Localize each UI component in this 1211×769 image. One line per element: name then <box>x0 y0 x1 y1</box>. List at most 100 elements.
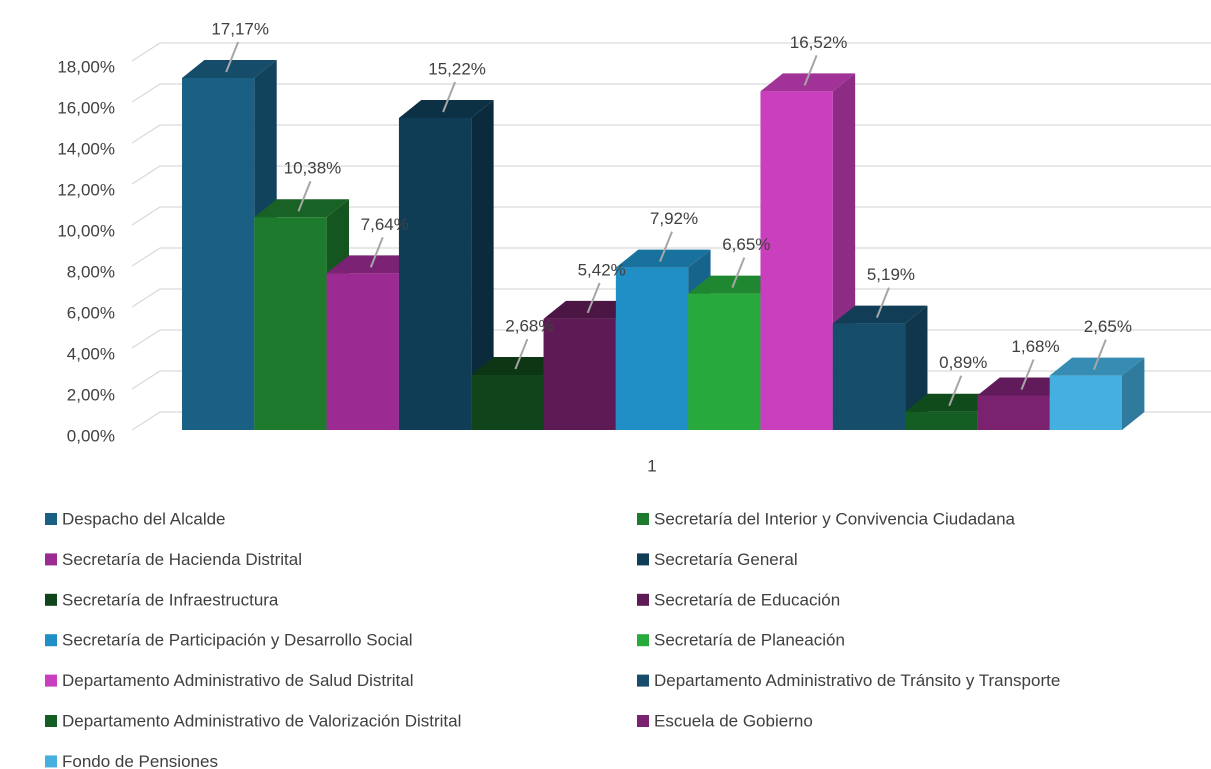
y-tick-label: 8,00% <box>67 262 115 281</box>
x-tick-label: 1 <box>647 456 656 475</box>
data-label: 5,19% <box>867 265 915 284</box>
leader-line <box>442 81 457 113</box>
bar-face <box>398 117 472 431</box>
legend-swatch <box>45 593 57 606</box>
y-tick-label: 0,00% <box>67 426 115 445</box>
bar-face <box>615 267 689 430</box>
legend-label: Secretaría de Educación <box>654 590 840 609</box>
bar-face <box>543 300 639 319</box>
bar-face <box>471 99 494 431</box>
bar-face <box>977 395 1050 430</box>
data-label: 0,89% <box>939 353 987 372</box>
bar-face <box>615 249 711 268</box>
bar <box>1049 357 1145 430</box>
bar-face <box>832 305 928 324</box>
bar-face <box>326 273 399 430</box>
leader-line <box>1020 359 1035 390</box>
y-tick-label: 10,00% <box>57 221 115 240</box>
bar-face <box>1049 375 1122 430</box>
data-label: 15,22% <box>428 59 486 78</box>
bar-face <box>905 393 1000 412</box>
legend-label: Despacho del Alcalde <box>62 509 226 528</box>
bar-face <box>760 91 833 430</box>
bar-face <box>543 318 616 430</box>
legend-label: Departamento Administrativo de Valorizac… <box>62 711 461 730</box>
y-tick-label: 18,00% <box>57 57 115 76</box>
bar-face <box>182 60 277 79</box>
bar-face <box>905 411 978 430</box>
legend-label: Departamento Administrativo de Salud Dis… <box>62 671 414 690</box>
legend-swatch <box>637 513 649 525</box>
bar-face <box>254 217 327 430</box>
y-tick-label: 4,00% <box>67 344 115 363</box>
legend-swatch <box>637 715 649 727</box>
legend-swatch <box>637 674 649 687</box>
leader-line <box>1092 339 1107 371</box>
bar-face <box>1122 357 1145 430</box>
legend-swatch <box>45 513 57 525</box>
bar-face <box>688 293 761 430</box>
bar-face <box>182 78 255 430</box>
data-label: 7,64% <box>361 215 409 234</box>
y-tick-label: 12,00% <box>57 180 115 199</box>
leader-line <box>875 287 890 318</box>
data-label: 1,68% <box>1011 337 1059 356</box>
grid-line <box>131 83 1211 103</box>
y-tick-label: 6,00% <box>67 303 115 322</box>
data-label: 10,38% <box>284 159 342 178</box>
legend-swatch <box>45 553 57 566</box>
legend-label: Secretaría del Interior y Convivencia Ci… <box>654 509 1016 528</box>
leader-line <box>659 231 673 263</box>
legend-label: Secretaría de Infraestructura <box>62 590 279 609</box>
legend-swatch <box>637 593 649 606</box>
leader-line <box>803 54 818 86</box>
legend-label: Secretaría de Planeación <box>654 631 845 650</box>
leader-line <box>225 41 240 73</box>
legend-label: Fondo de Pensiones <box>62 752 218 769</box>
legend-label: Escuela de Gobierno <box>654 711 813 730</box>
bar-face <box>254 199 350 218</box>
legend-label: Secretaría de Hacienda Distrital <box>62 550 302 569</box>
grid-line <box>131 124 1211 144</box>
bar <box>398 99 494 431</box>
bar-face <box>1049 357 1145 376</box>
grid-line <box>131 206 1211 226</box>
legend-swatch <box>45 715 57 727</box>
data-label: 2,65% <box>1084 317 1132 336</box>
legend-swatch <box>637 553 649 566</box>
leader-line <box>297 180 312 212</box>
bar-face <box>977 377 1073 396</box>
data-label: 17,17% <box>211 19 269 38</box>
leader-line <box>369 237 384 268</box>
data-label: 2,68% <box>505 317 553 336</box>
leader-line <box>586 282 601 314</box>
leader-line <box>514 338 529 370</box>
y-tick-label: 2,00% <box>67 385 115 404</box>
leader-line <box>731 257 746 289</box>
bar-face <box>760 73 856 92</box>
grid-line <box>131 165 1211 185</box>
legend-swatch <box>45 634 57 647</box>
legend-swatch <box>45 674 57 687</box>
bar-face <box>471 357 566 376</box>
leader-line <box>948 375 963 407</box>
bar-face <box>398 99 494 118</box>
bar-face <box>688 275 783 294</box>
grid-line <box>131 42 1211 62</box>
data-label: 5,42% <box>578 260 626 279</box>
data-label: 16,52% <box>790 33 848 52</box>
legend-swatch <box>45 755 57 768</box>
data-label: 7,92% <box>650 209 698 228</box>
data-label: 6,65% <box>722 235 770 254</box>
legend-label: Departamento Administrativo de Tránsito … <box>654 671 1060 690</box>
legend-label: Secretaría General <box>654 550 798 569</box>
bar-face <box>471 375 544 430</box>
grid-line <box>131 247 1211 267</box>
legend-label: Secretaría de Participación y Desarrollo… <box>62 631 413 650</box>
legend-swatch <box>637 634 649 647</box>
y-tick-label: 16,00% <box>57 98 115 117</box>
y-tick-label: 14,00% <box>57 139 115 158</box>
bar-face <box>832 323 906 430</box>
